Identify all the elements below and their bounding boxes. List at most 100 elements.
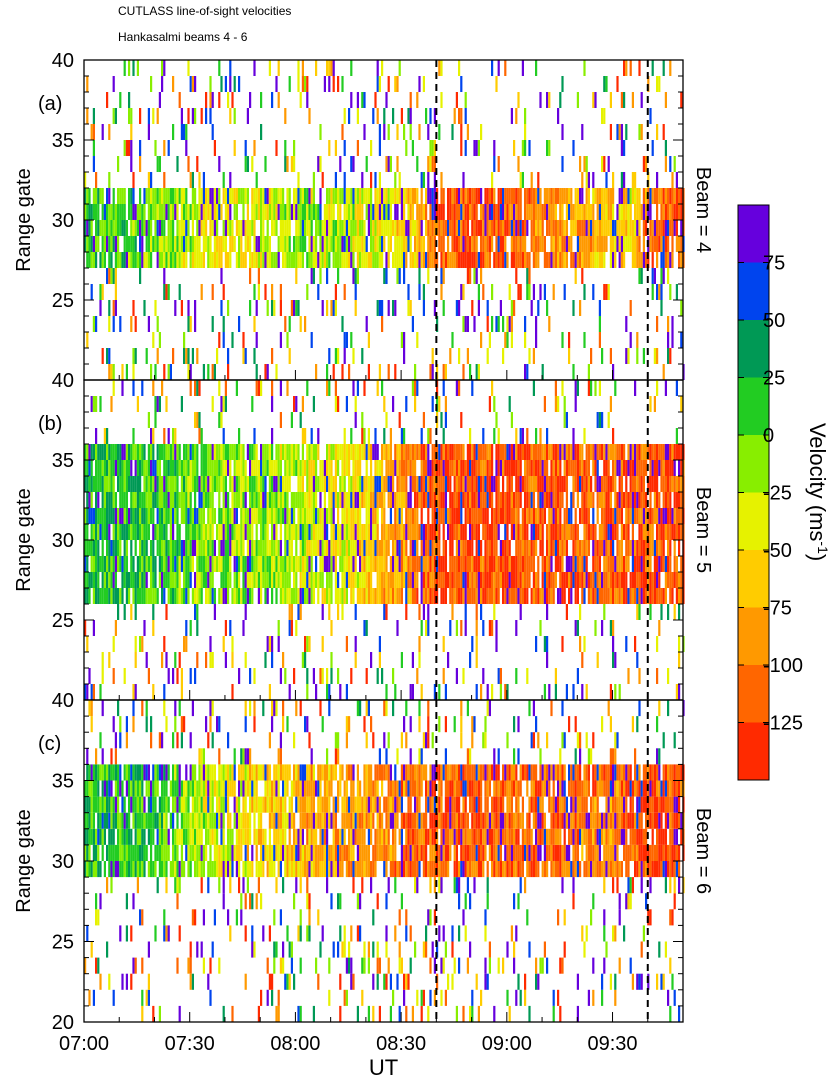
velocity-cell [121,508,124,524]
velocity-cell [634,556,637,572]
velocity-cell [532,348,535,364]
velocity-cell [86,764,89,781]
velocity-cell [411,316,414,332]
velocity-cell [167,556,170,572]
velocity-cell [341,188,344,204]
velocity-cell [543,188,546,204]
velocity-cell [339,220,342,236]
velocity-cell [156,508,159,524]
velocity-cell [183,508,186,524]
velocity-cell [370,540,373,556]
velocity-cell [552,540,555,556]
velocity-cell [341,476,344,492]
velocity-cell [119,476,122,492]
velocity-cell [90,204,93,220]
velocity-cell [301,492,304,508]
velocity-cell [227,220,230,236]
velocity-cell [400,572,403,588]
velocity-cell [473,492,476,508]
velocity-cell [405,252,408,268]
velocity-cell [592,204,595,220]
velocity-cell [334,172,337,188]
velocity-cell [636,460,639,476]
velocity-cell [504,540,507,556]
velocity-cell [187,492,190,508]
velocity-cell [310,428,313,444]
velocity-cell [308,220,311,236]
velocity-cell [612,636,615,652]
velocity-cell [537,204,540,220]
velocity-cell [524,332,527,348]
velocity-cell [381,460,384,476]
velocity-cell [484,508,487,524]
velocity-cell [462,444,465,460]
velocity-cell [486,556,489,572]
velocity-cell [169,524,172,540]
velocity-cell [279,204,282,220]
velocity-cell [222,476,225,492]
velocity-cell [640,540,643,556]
velocity-cell [605,492,608,508]
velocity-cell [330,60,333,76]
velocity-cell [169,236,172,252]
velocity-cell [477,444,480,460]
velocity-cell [103,828,106,845]
velocity-cell [304,460,307,476]
velocity-cell [233,460,236,476]
velocity-cell [656,556,659,572]
velocity-cell [194,476,197,492]
velocity-cell [125,540,128,556]
velocity-cell [273,492,276,508]
velocity-cell [163,492,166,508]
velocity-cell [288,460,291,476]
velocity-cell [585,508,588,524]
velocity-cell [163,284,166,300]
velocity-cell [557,396,560,412]
velocity-cell [130,444,133,460]
velocity-cell [572,460,575,476]
velocity-cell [284,316,287,332]
velocity-cell [297,252,300,268]
velocity-cell [616,460,619,476]
velocity-cell [603,444,606,460]
velocity-cell [95,572,98,588]
velocity-cell [649,556,652,572]
velocity-cell [488,620,491,636]
velocity-cell [176,588,179,604]
velocity-cell [504,524,507,540]
velocity-cell [592,92,595,108]
velocity-cell [315,476,318,492]
velocity-cell [328,220,331,236]
velocity-cell [350,540,353,556]
velocity-cell [526,428,529,444]
velocity-cell [136,508,139,524]
velocity-cell [664,588,667,604]
velocity-cell [504,220,507,236]
velocity-cell [84,220,87,236]
velocity-cell [222,284,225,300]
velocity-cell [172,556,175,572]
velocity-cell [319,668,322,684]
velocity-cell [491,188,494,204]
velocity-cell [440,444,443,460]
velocity-cell [356,380,359,396]
velocity-cell [458,588,461,604]
velocity-cell [638,540,641,556]
velocity-cell [141,236,144,252]
ytick-label: 30 [52,530,74,552]
velocity-cell [506,444,509,460]
velocity-cell [612,540,615,556]
velocity-cell [477,284,480,300]
velocity-cell [515,236,518,252]
velocity-cell [213,604,216,620]
velocity-cell [238,668,241,684]
velocity-cell [629,540,632,556]
velocity-cell [480,492,483,508]
velocity-cell [519,188,522,204]
velocity-cell [420,460,423,476]
velocity-cell [112,236,115,252]
velocity-cell [233,588,236,604]
velocity-cell [370,172,373,188]
velocity-cell [339,204,342,220]
velocity-cell [502,316,505,332]
